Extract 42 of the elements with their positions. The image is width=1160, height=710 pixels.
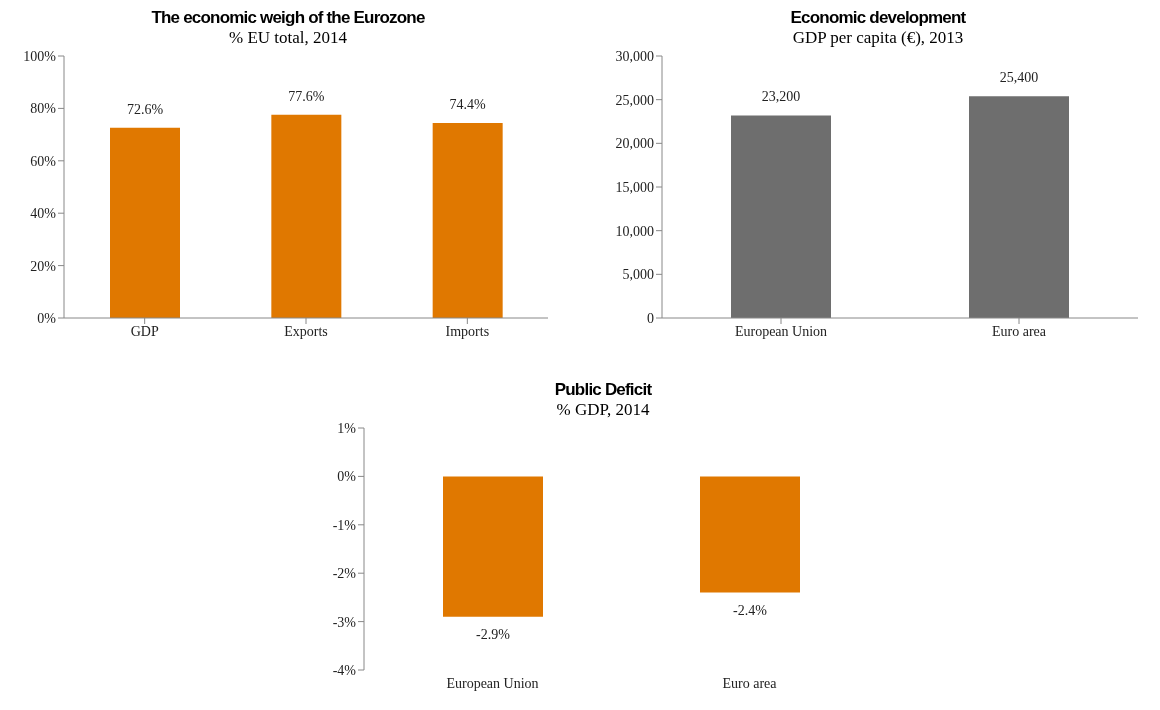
chart-subtitle: % GDP, 2014 [555,400,651,420]
y-tick-label: 60% [30,153,57,169]
bar [271,114,342,318]
y-tick-label: -2% [332,566,357,582]
data-label: 72.6% [126,101,164,117]
x-tick-label: Euro area [991,323,1047,339]
data-label: 23,200 [761,89,801,105]
x-tick-label: Exports [284,323,328,339]
y-tick-label: 20,000 [615,136,654,152]
y-tick-label: 100% [23,48,57,64]
y-tick-label: 30,000 [615,48,654,64]
y-tick-label: 5,000 [622,267,654,283]
y-tick-label: 20% [30,258,57,274]
y-tick-label: 25,000 [615,92,654,108]
y-tick-label: 40% [30,206,57,222]
y-tick-label: 1% [337,420,357,436]
y-tick-label: 10,000 [615,223,654,239]
chart-title: The economic weigh of the Eurozone [150,8,426,28]
chart-subtitle: GDP per capita (€), 2013 [791,28,965,48]
bar [110,127,180,318]
y-tick-label: 80% [30,101,57,117]
x-tick-label: GDP [130,323,159,339]
chart-subtitle: % EU total, 2014 [227,28,348,48]
y-tick-label: -4% [332,662,357,678]
chart-title: Public Deficit [553,380,653,400]
chart-title: Economic development [789,8,967,28]
data-label: -2.9% [476,626,511,642]
y-tick-label: 15,000 [615,179,654,195]
data-label: -2.4% [733,602,768,618]
y-tick-label: -3% [332,614,357,630]
x-tick-label: Euro area [722,675,778,691]
data-label: 77.6% [288,88,325,104]
x-tick-label: Imports [445,323,490,339]
bar [432,123,503,318]
y-tick-label: 0% [337,469,357,485]
x-tick-label: European Union [734,323,828,339]
data-label: 74.4% [449,97,487,113]
y-tick-label: 0 [647,310,654,326]
data-label: 25,400 [999,70,1039,86]
y-tick-label: -1% [332,517,357,533]
y-tick-label: 0% [37,310,57,326]
x-tick-label: European Union [446,675,539,691]
